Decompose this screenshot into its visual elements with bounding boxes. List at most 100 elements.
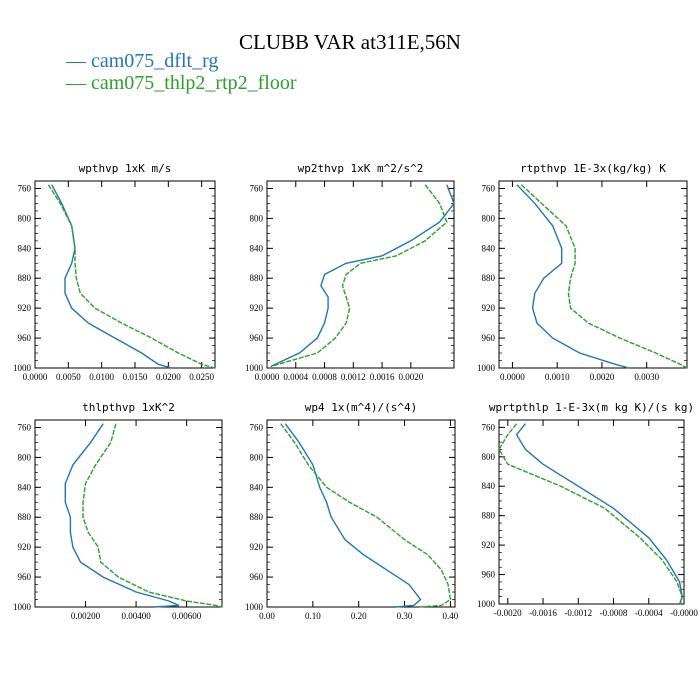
x-tick-label: 0.00 xyxy=(259,611,275,621)
panel-5: wp4 1x(m^4)/(s^4)76080084088092096010000… xyxy=(245,401,459,621)
panel-frame xyxy=(34,180,216,369)
panel-frame xyxy=(498,180,688,369)
y-tick-label: 1000 xyxy=(477,599,496,609)
x-tick-label: 0.0010 xyxy=(545,372,570,382)
panel-1: wpthvp 1xK m/s76080084088092096010000.00… xyxy=(13,162,216,382)
y-tick-label: 840 xyxy=(482,481,496,491)
x-tick-label: 0.0020 xyxy=(590,372,615,382)
y-tick-label: 840 xyxy=(482,243,496,253)
y-tick-label: 880 xyxy=(250,273,264,283)
y-tick-label: 880 xyxy=(250,512,264,522)
y-tick-label: 920 xyxy=(250,303,264,313)
y-tick-label: 920 xyxy=(250,542,264,552)
y-tick-label: 1000 xyxy=(13,363,32,373)
y-tick-label: 960 xyxy=(18,572,32,582)
series-line-floor xyxy=(270,184,448,368)
y-tick-label: 840 xyxy=(250,243,264,253)
x-tick-label: 0.40 xyxy=(443,611,459,621)
series-line-dflt xyxy=(51,184,172,369)
x-tick-label: 0.0150 xyxy=(123,372,148,382)
y-tick-label: 760 xyxy=(250,183,264,193)
x-tick-label: 0.0200 xyxy=(156,372,181,382)
series-line-dflt xyxy=(64,423,180,608)
x-tick-label: 0.0000 xyxy=(500,372,525,382)
panel-title: wprtpthlp 1-E-3x(m kg K)/(s kg) xyxy=(489,401,694,414)
series-line-floor xyxy=(280,423,452,608)
x-tick-label: 0.30 xyxy=(397,611,413,621)
x-tick-label: -0.0004 xyxy=(635,608,663,618)
y-tick-label: 840 xyxy=(18,482,32,492)
y-tick-label: 760 xyxy=(482,183,496,193)
x-tick-label: 0.00600 xyxy=(172,611,202,621)
panel-4: thlpthvp 1xK^2 760 800 840 880 920 960 1000 0.00… xyxy=(13,401,223,621)
series-line-dflt xyxy=(515,423,683,605)
x-tick-label: 0.0100 xyxy=(89,372,114,382)
series-line-floor xyxy=(498,423,683,605)
page-title: CLUBB VAR at311E,56N xyxy=(239,30,461,54)
panel-2: wp2thvp 1xK m^2/s^2 760 800 840 880 920 960 100… xyxy=(245,162,455,382)
panel-3: rtpthvp 1E-3x(kg/kg) K 760 800 840 880 920 960… xyxy=(477,162,688,382)
y-tick-label: 960 xyxy=(18,333,32,343)
series-line-dflt xyxy=(516,184,629,369)
panel-title: wp4 1x(m^4)/(s^4) xyxy=(305,401,418,414)
legend-entry-dflt: — cam075_dflt_rg xyxy=(66,50,219,72)
y-tick-label: 800 xyxy=(250,213,264,223)
y-tick-label: 960 xyxy=(482,333,496,343)
x-tick-label: 0.0008 xyxy=(312,372,337,382)
panel-frame xyxy=(266,180,455,369)
x-tick-label: 0.0012 xyxy=(341,372,366,382)
x-tick-label: 0.0000 xyxy=(255,372,280,382)
y-tick-label: 920 xyxy=(482,303,496,313)
series-line-dflt xyxy=(270,184,455,368)
x-tick-label: 0.00200 xyxy=(71,611,101,621)
y-tick-label: 800 xyxy=(482,452,496,462)
x-tick-label: 0.10 xyxy=(305,611,321,621)
y-tick-label: 920 xyxy=(18,303,32,313)
x-tick-label: 0.0250 xyxy=(189,372,214,382)
y-tick-label: 920 xyxy=(482,540,496,550)
series-line-floor xyxy=(47,184,216,369)
panel-title: rtpthvp 1E-3x(kg/kg) K xyxy=(520,162,666,175)
x-tick-label: 0.0050 xyxy=(56,372,81,382)
y-tick-label: 840 xyxy=(18,243,32,253)
panel-title: thlpthvp 1xK^2 xyxy=(82,401,175,414)
y-tick-label: 760 xyxy=(18,183,32,193)
y-tick-label: 920 xyxy=(18,542,32,552)
series-line-floor xyxy=(520,184,688,369)
y-tick-label: 800 xyxy=(482,213,496,223)
y-tick-label: 760 xyxy=(250,422,264,432)
y-tick-label: 1000 xyxy=(477,363,496,373)
panel-frame xyxy=(34,419,223,608)
x-tick-label: 0.0004 xyxy=(283,372,308,382)
y-tick-label: 800 xyxy=(250,452,264,462)
y-tick-label: 800 xyxy=(18,452,32,462)
y-tick-label: 760 xyxy=(482,422,496,432)
y-tick-label: 760 xyxy=(18,422,32,432)
x-tick-label: 0.00400 xyxy=(121,611,151,621)
x-tick-label: 0.0020 xyxy=(398,372,423,382)
x-tick-label: -0.0012 xyxy=(564,608,592,618)
y-tick-label: 800 xyxy=(18,213,32,223)
y-tick-label: 880 xyxy=(482,273,496,283)
y-tick-label: 840 xyxy=(250,482,264,492)
y-tick-label: 880 xyxy=(18,273,32,283)
panel-6: wprtpthlp 1-E-3x(m kg K)/(s kg) 760 800 840… xyxy=(477,401,698,618)
y-tick-label: 1000 xyxy=(13,602,32,612)
legend-entry-floor: — cam075_thlp2_rtp2_floor xyxy=(66,72,297,94)
x-tick-label: 0.0030 xyxy=(634,372,659,382)
x-tick-label: 0.0000 xyxy=(23,372,48,382)
x-tick-label: 0.0016 xyxy=(370,372,395,382)
x-tick-label: 0.20 xyxy=(351,611,367,621)
y-tick-label: 880 xyxy=(18,512,32,522)
y-tick-label: 960 xyxy=(250,572,264,582)
y-tick-label: 1000 xyxy=(245,602,264,612)
x-tick-label: -0.0020 xyxy=(494,608,522,618)
x-tick-label: -0.0008 xyxy=(600,608,628,618)
panel-title: wpthvp 1xK m/s xyxy=(79,162,172,175)
y-tick-label: 960 xyxy=(250,333,264,343)
y-tick-label: 960 xyxy=(482,570,496,580)
panel-frame xyxy=(498,419,685,605)
y-tick-label: 880 xyxy=(482,511,496,521)
x-tick-label: -0.0000 xyxy=(670,608,698,618)
